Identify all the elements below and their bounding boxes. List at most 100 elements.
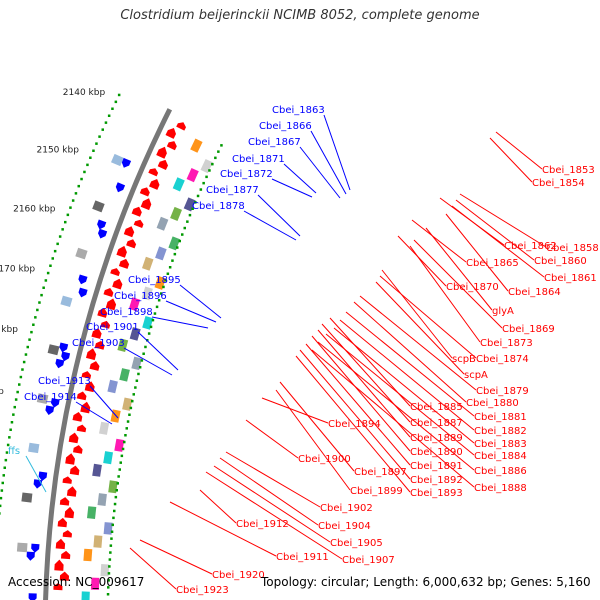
label-leader-line — [271, 178, 313, 198]
forward-gene-arrow — [72, 412, 83, 422]
label-leader-line — [305, 343, 411, 466]
label-leader-line — [179, 284, 222, 319]
forward-gene-arrow — [57, 517, 67, 528]
forward-gene-arrow — [140, 198, 152, 211]
forward-gene-arrow — [89, 361, 100, 371]
reverse-gene-arrow — [59, 342, 69, 353]
label-leader-line — [123, 347, 173, 376]
gene-label: Cbei_1879 — [476, 386, 529, 397]
gene-label: Cbei_1863 — [272, 105, 325, 116]
label-leader-line — [425, 227, 493, 311]
gene-label: Cbei_1860 — [534, 256, 587, 267]
tick-dot — [196, 194, 200, 198]
tick-dot — [114, 495, 118, 499]
tick-dot — [117, 93, 121, 97]
tick-dot — [115, 489, 118, 492]
tick-dot — [8, 436, 11, 439]
tick-dot — [95, 142, 98, 145]
feature-block — [87, 506, 97, 519]
tick-dot — [116, 482, 119, 485]
label-leader-line — [275, 389, 351, 491]
tick-dot — [153, 312, 157, 315]
feature-block — [155, 246, 167, 261]
gene-label: Cbei_1903 — [72, 338, 125, 349]
forward-gene-arrow — [165, 128, 176, 139]
forward-gene-arrow — [133, 219, 144, 228]
feature-block — [99, 421, 110, 435]
gene-label: Cbei_1893 — [410, 488, 463, 499]
gene-label: Cbei_1891 — [410, 461, 463, 472]
tick-dot — [51, 257, 54, 260]
tick-dot — [111, 107, 114, 110]
label-leader-line — [283, 163, 317, 194]
gene-label: Cbei_1897 — [354, 467, 407, 478]
tick-dot — [199, 188, 203, 191]
gene-label: Cbei_1905 — [330, 538, 383, 549]
label-leader-line — [169, 501, 277, 557]
label-leader-line — [381, 269, 453, 359]
tick-dot — [124, 434, 127, 437]
forward-gene-arrow — [176, 122, 186, 131]
reverse-gene-arrow — [98, 228, 108, 239]
label-leader-line — [299, 349, 411, 480]
tick-dot — [83, 170, 86, 174]
label-leader-line — [375, 281, 465, 375]
tick-dot — [56, 242, 59, 246]
tick-dot — [188, 213, 192, 217]
feature-block — [170, 206, 182, 221]
backbone-arc — [43, 108, 173, 600]
tick-dot — [92, 149, 95, 152]
gene-label: Cbei_1887 — [410, 418, 463, 429]
gene-label: Cbei_1878 — [192, 201, 245, 212]
tick-dot — [214, 156, 217, 160]
reverse-gene-arrow — [45, 405, 55, 415]
tick-dot — [157, 299, 161, 302]
outer-feature-block — [111, 153, 124, 167]
feature-block — [107, 379, 118, 394]
label-leader-line — [455, 199, 535, 261]
gene-label: Cbei_1894 — [328, 419, 381, 430]
tick-dot — [98, 135, 101, 138]
feature-block — [183, 197, 196, 212]
gene-label: Cbei_1854 — [532, 178, 585, 189]
forward-gene-arrow — [54, 559, 64, 571]
gene-label: Cbei_1895 — [128, 275, 181, 286]
tick-dot — [168, 266, 172, 269]
tick-dot — [108, 565, 111, 568]
forward-gene-arrow — [148, 168, 159, 177]
label-leader-line — [205, 471, 343, 560]
tick-dot — [183, 226, 186, 230]
outer-feature-block — [28, 442, 40, 454]
forward-gene-arrow — [76, 391, 87, 401]
forward-gene-arrow — [94, 340, 105, 350]
forward-gene-arrow — [156, 146, 167, 159]
label-leader-line — [459, 193, 547, 248]
tick-dot — [30, 330, 33, 334]
gene-label: Cbei_1869 — [502, 324, 555, 335]
tick-dot — [109, 551, 112, 554]
tick-dot — [0, 504, 2, 508]
gene-label: Cbei_1884 — [474, 451, 527, 462]
forward-gene-arrow — [126, 239, 137, 249]
gene-label: Cbei_1853 — [542, 165, 595, 176]
kbp-tick-label: 2190 kbp — [0, 387, 4, 397]
forward-gene-arrow — [105, 298, 117, 311]
tick-dot — [19, 375, 23, 379]
tick-dot — [101, 128, 104, 131]
forward-gene-arrow — [65, 453, 75, 465]
label-leader-line — [359, 295, 477, 391]
gene-label: scpB — [452, 354, 476, 365]
tick-dot — [125, 427, 128, 430]
tick-dot — [32, 323, 35, 326]
label-leader-line — [333, 327, 475, 444]
gene-label: Cbei_1871 — [232, 154, 285, 165]
gene-label: Cbei_1888 — [474, 483, 527, 494]
label-leader-line — [279, 381, 355, 472]
tick-dot — [113, 509, 116, 513]
label-leader-line — [139, 539, 213, 575]
gene-label: Cbei_1870 — [446, 282, 499, 293]
tick-dot — [1, 481, 4, 485]
tick-dot — [9, 428, 12, 431]
gene-label: Cbei_1864 — [508, 287, 561, 298]
reverse-gene-arrow — [31, 543, 40, 553]
